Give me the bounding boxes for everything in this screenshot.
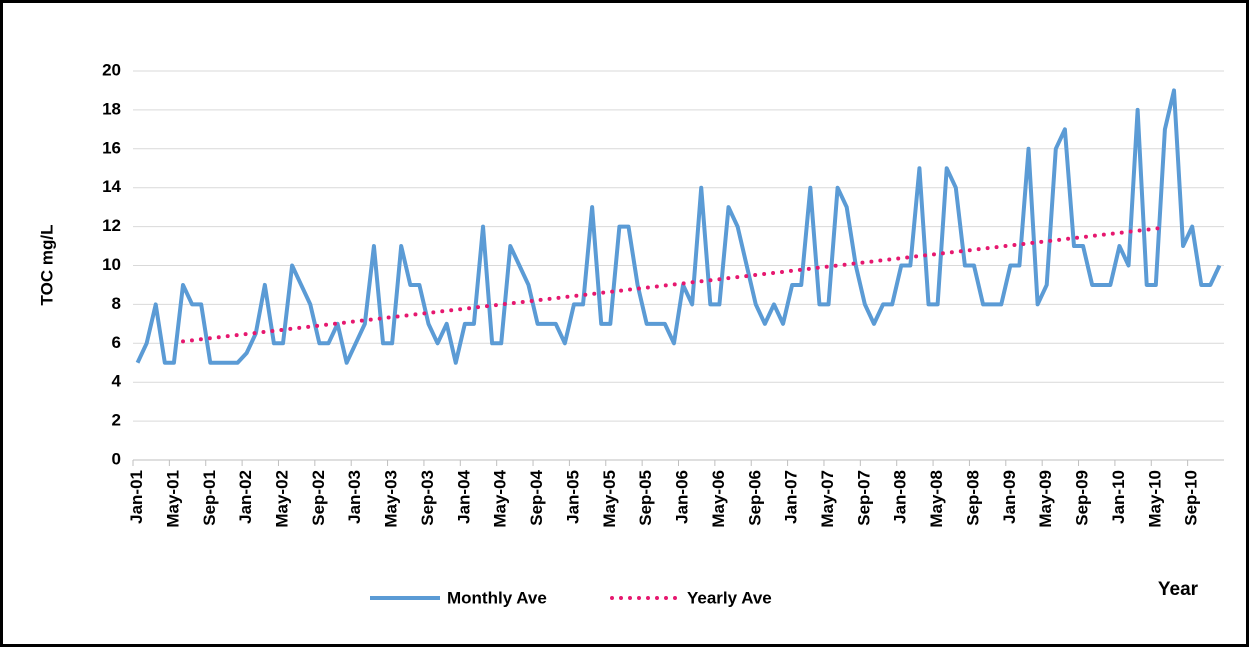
legend-label: Yearly Ave [687,588,772,607]
x-tick-label: Jan-01 [127,470,146,524]
y-tick-label: 6 [112,333,121,352]
x-tick-label: Jan-04 [454,469,473,523]
x-tick-label: May-04 [491,469,510,527]
x-tick-label: Sep-10 [1182,470,1201,526]
x-tick-label: Jan-03 [345,470,364,524]
x-tick-label: Sep-05 [636,470,655,526]
y-tick-label: 20 [102,60,121,79]
x-tick-label: May-10 [1145,470,1164,528]
legend: Monthly Ave Yearly Ave [370,588,772,607]
line-series [135,88,1222,365]
x-tick-label: May-03 [382,470,401,528]
x-tick-label: Jan-07 [782,470,801,524]
x-tick-label: May-09 [1036,470,1055,528]
y-tick-label: 14 [102,177,121,196]
y-tick-label: 16 [102,138,121,157]
x-tick-label: Sep-04 [527,469,546,525]
x-tick-label: May-01 [163,470,182,528]
y-tick-label: 2 [112,411,121,430]
x-axis-label: Year [1158,579,1199,600]
y-tick-label: 18 [102,99,121,118]
x-tick-label: May-05 [600,470,619,528]
line-series [181,225,1167,344]
y-tick-label: 10 [102,255,121,274]
x-tick-label: Jan-09 [1000,470,1019,524]
x-tick-label: Jan-02 [236,470,255,524]
x-tick-label: Sep-09 [1073,470,1092,526]
x-tick-label: Sep-01 [200,470,219,526]
x-tick-label: Jan-10 [1109,470,1128,524]
x-tick-label: Jan-08 [891,470,910,524]
x-tick-label: Jan-05 [563,470,582,524]
x-tick-label: May-08 [927,470,946,528]
x-tick-label: Sep-07 [854,470,873,526]
x-tick-label: May-02 [272,470,291,528]
x-tick-label: Sep-06 [745,470,764,526]
x-tick-label: Sep-03 [418,470,437,526]
x-tick-label: Sep-08 [963,470,982,526]
y-tick-label: 0 [112,449,121,468]
y-tick-label: 4 [112,372,122,391]
y-axis-label: TOC mg/L [37,225,56,306]
x-tick-label: May-06 [709,470,728,528]
legend-label: Monthly Ave [447,588,547,607]
y-tick-label: 8 [112,294,121,313]
y-tick-label: 12 [102,216,121,235]
x-tick-label: May-07 [818,470,837,528]
x-tick-label: Jan-06 [673,470,692,524]
x-tick-label: Sep-02 [309,470,328,526]
